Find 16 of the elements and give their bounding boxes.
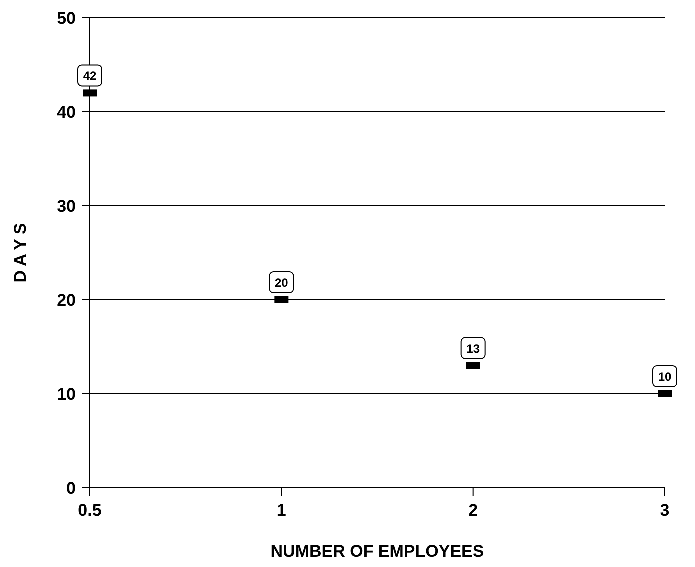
y-tick-label: 20	[57, 290, 76, 310]
y-tick-label: 0	[66, 478, 76, 498]
x-axis-title: NUMBER OF EMPLOYEES	[270, 542, 484, 561]
y-tick-label: 30	[57, 196, 76, 216]
x-tick-label: 3	[660, 501, 670, 520]
data-label: 10	[658, 370, 672, 384]
x-tick-label: 1	[276, 501, 286, 520]
x-tick-label: 2	[468, 501, 478, 520]
data-label: 42	[83, 69, 97, 84]
y-tick-label: 50	[57, 8, 76, 28]
data-label: 20	[274, 276, 289, 290]
data-label: 13	[466, 342, 480, 356]
y-tick-label: 10	[57, 384, 76, 404]
y-tick-label: 40	[57, 102, 76, 122]
y-axis-title: D A Y S	[11, 223, 30, 283]
x-tick-label: 0.5	[78, 501, 102, 520]
